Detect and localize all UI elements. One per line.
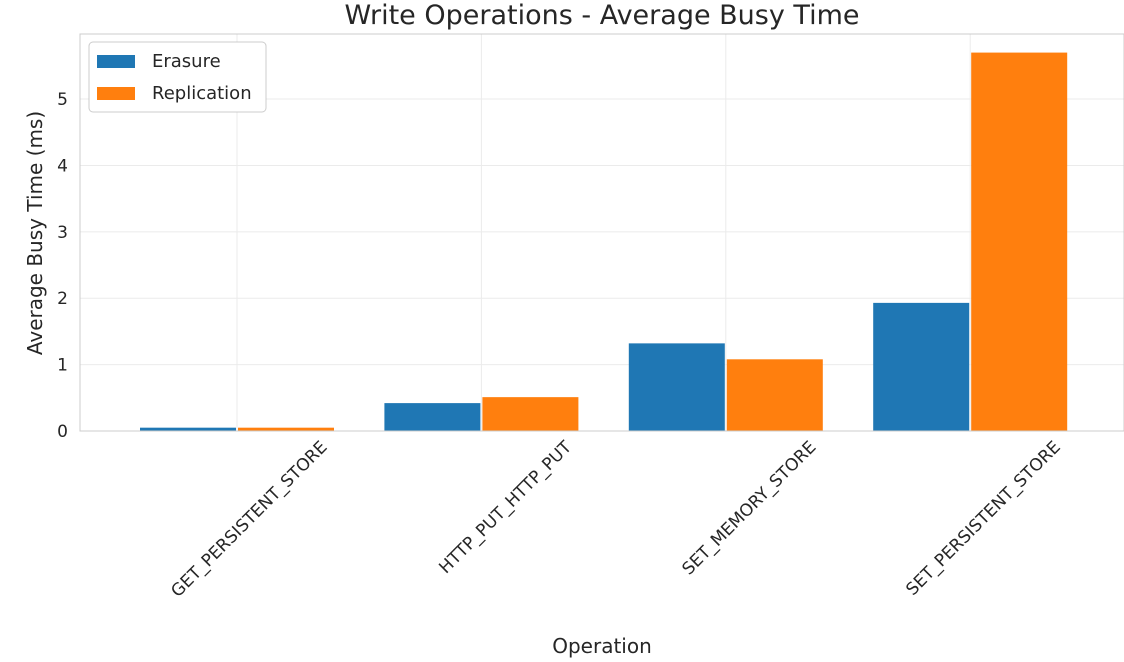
bar-erasure (628, 343, 725, 431)
legend-label-replication: Replication (152, 83, 252, 104)
bar-replication (971, 52, 1068, 432)
bars (140, 52, 1068, 432)
plot-frame (79, 33, 1124, 432)
y-tick-label: 4 (57, 156, 68, 176)
legend-swatch-replication (97, 87, 135, 100)
x-axis-title: Operation (552, 634, 652, 658)
y-tick-label: 0 (57, 422, 68, 442)
y-tick-label: 1 (57, 356, 68, 376)
y-axis-title: Average Busy Time (ms) (23, 111, 47, 355)
bar-erasure (140, 427, 236, 431)
bar-erasure (873, 302, 970, 431)
y-tick-label: 2 (57, 289, 68, 309)
legend-swatch-erasure (97, 55, 135, 68)
legend-label-erasure: Erasure (152, 51, 221, 72)
x-tick-label: SET_MEMORY_STORE (678, 437, 820, 579)
y-tick-label: 3 (57, 223, 68, 243)
y-axis-ticks: 0 1 2 3 4 5 (57, 90, 68, 442)
x-tick-label: SET_PERSISTENT_STORE (902, 437, 1064, 599)
x-axis-ticks: GET_PERSISTENT_STORE HTTP_PUT_HTTP_PUT SET… (167, 437, 1064, 602)
chart-title: Write Operations - Average Busy Time (344, 0, 859, 31)
legend: Erasure Replication (88, 41, 267, 113)
y-tick-label: 5 (57, 90, 68, 110)
bar-erasure (384, 403, 481, 431)
bar-replication (482, 397, 579, 431)
x-tick-label: HTTP_PUT_HTTP_PUT (435, 437, 576, 578)
bar-replication (238, 427, 334, 431)
x-tick-label: GET_PERSISTENT_STORE (167, 437, 331, 601)
bar-replication (726, 359, 823, 431)
